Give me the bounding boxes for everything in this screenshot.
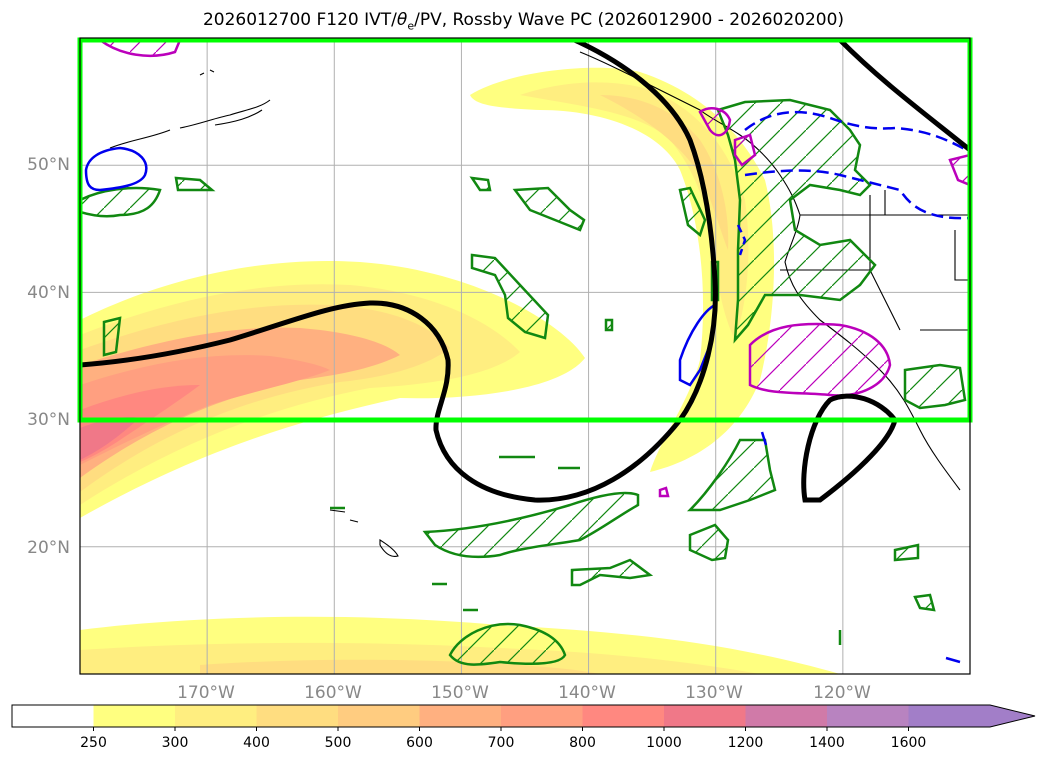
lat-labels: 50°N 40°N 30°N 20°N: [27, 155, 70, 558]
colorbar-tick-label: 1000: [646, 735, 682, 751]
colorbar-segment: [12, 705, 94, 727]
colorbar-segment: [501, 705, 583, 727]
magenta-contours: [96, 38, 970, 498]
colorbar-segment: [175, 705, 257, 727]
colorbar-tick-label: 300: [162, 735, 189, 751]
colorbar-tick-label: 700: [488, 735, 515, 751]
colorbar-segment: [582, 705, 665, 727]
blue-contours: [84, 110, 970, 664]
colorbar-extend-arrow: [990, 705, 1035, 727]
colorbar-tick-label: 1600: [891, 735, 927, 751]
colorbar-segment: [419, 705, 502, 727]
lon-label-160w: 160°W: [304, 683, 362, 703]
chart-title: 2026012700 F120 IVT/θe/PV, Rossby Wave P…: [202, 10, 845, 33]
colorbar-outline: [11, 704, 1036, 728]
lat-label-20n: 20°N: [27, 538, 70, 558]
colorbar-tick-label: 250: [80, 735, 107, 751]
plot-frame: [79, 37, 971, 675]
lon-label-140w: 140°W: [558, 683, 616, 703]
colorbar-tick-label: 600: [406, 735, 433, 751]
colorbar-segment: [664, 705, 746, 727]
lon-label-130w: 130°W: [685, 683, 743, 703]
lon-label-150w: 150°W: [431, 683, 489, 703]
colorbar-segment: [827, 705, 909, 727]
lon-label-170w: 170°W: [177, 683, 235, 703]
lon-label-120w: 120°W: [813, 683, 871, 703]
colorbar-tick-label: 400: [243, 735, 270, 751]
black-contours: [80, 38, 970, 503]
colorbar-tick-label: 500: [325, 735, 352, 751]
colorbar-segment: [908, 705, 991, 727]
lat-label-50n: 50°N: [27, 155, 70, 175]
lat-label-30n: 30°N: [27, 410, 70, 430]
colorbar: 250 300 400 500 600 700 800 1000 1200 1400 1600: [11, 704, 1036, 751]
lon-labels: 170°W 160°W 150°W 140°W 130°W 120°W: [177, 683, 871, 703]
colorbar-segment: [338, 705, 420, 727]
green-contours: [80, 98, 967, 666]
colorbar-tick-label: 1400: [809, 735, 845, 751]
lat-label-40n: 40°N: [27, 283, 70, 303]
colorbar-segment: [256, 705, 339, 727]
colorbar-segment: [93, 705, 176, 727]
colorbar-segment: [745, 705, 828, 727]
colorbar-tick-label: 1200: [728, 735, 764, 751]
colorbar-tick-label: 800: [569, 735, 596, 751]
